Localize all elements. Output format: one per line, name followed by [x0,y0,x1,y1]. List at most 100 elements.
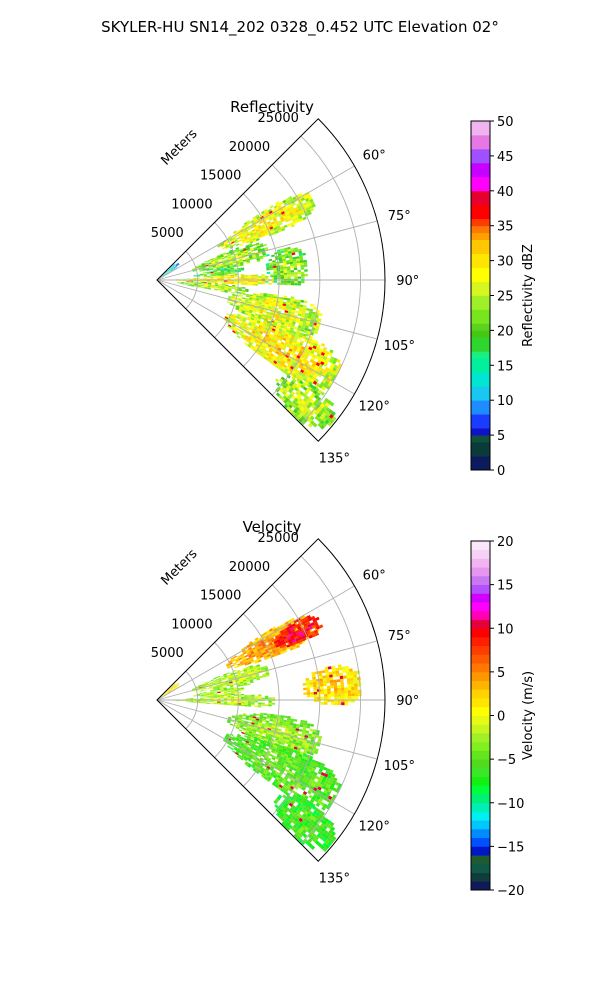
echo-gate [269,753,274,757]
echo-gate [284,308,289,311]
echo-gate [329,365,334,371]
echo-gate [334,702,338,705]
echo-gate [253,334,258,338]
echo-gate [292,355,297,360]
azimuth-tick-label: 105° [384,759,415,774]
echo-gate [324,414,329,420]
echo-gate [201,265,206,268]
echo-gate [245,335,249,339]
echo-gate [242,333,247,337]
echo-gate [206,696,211,698]
echo-gate [253,713,257,716]
echo-gate [284,333,289,337]
echo-gate [193,278,197,280]
echo-gate [162,693,166,696]
echo-gate [276,349,281,353]
echo-gate [286,246,291,250]
echo-gate [236,669,241,673]
echo-gate [192,688,196,690]
echo-gate [192,688,196,691]
echo-gate [220,276,224,278]
echo-gate [286,300,291,303]
echo-gate [235,744,240,748]
echo-gate [270,715,274,718]
echo-gate [291,395,296,400]
echo-gate [269,312,274,316]
echo-gate [284,251,289,255]
echo-gate [282,804,288,809]
echo-gate [326,399,332,405]
echo-gate [291,309,296,313]
echo-gate [246,683,251,686]
echo-gate [234,278,238,280]
echo-gate [330,693,335,697]
echo-gate [168,690,172,693]
echo-gate [217,690,221,693]
echo-gate [249,678,254,681]
echo-gate [200,286,205,288]
reflectivity-title: Reflectivity [230,98,314,116]
echo-gate [253,293,257,296]
echo-gate [280,639,285,643]
echo-gate [307,363,312,368]
echo-gate [233,742,237,746]
echo-gate [300,420,306,426]
echo-gate [300,746,305,750]
echo-gate [255,654,260,658]
echo-gate [252,768,257,772]
echo-gate [272,762,277,766]
echo-gate [245,290,249,292]
echo-gate [228,295,232,298]
colorbar-swatch [471,309,490,324]
echo-gate [254,235,259,239]
echo-gate [298,641,303,645]
echo-gate [293,267,298,271]
echo-gate [193,700,197,702]
colorbar-swatch [471,351,490,359]
echo-gate [217,245,222,248]
echo-gate [285,360,290,365]
echo-gate [187,282,191,283]
echo-gate [286,737,290,741]
echo-gate [242,309,246,312]
echo-gate [284,382,289,387]
echo-gate [165,272,169,275]
echo-gate [314,819,320,824]
echo-gate [260,769,265,773]
echo-gate [248,763,252,767]
echo-gate [230,703,235,705]
echo-gate [230,281,235,284]
echo-gate [266,713,271,716]
echo-gate [305,372,311,377]
echo-gate [291,357,296,362]
echo-gate [206,281,211,283]
echo-gate [196,281,200,283]
echo-gate [308,626,313,631]
echo-gate [325,357,331,362]
echo-gate [295,726,300,729]
echo-gate [281,307,286,311]
echo-gate [194,282,198,284]
echo-gate [301,324,306,328]
echo-gate [284,323,288,327]
echo-gate [299,826,305,832]
echo-gate [331,668,336,672]
echo-gate [246,680,250,683]
echo-gate [200,281,204,282]
echo-gate [254,758,259,763]
echo-gate [313,330,318,335]
echo-gate [251,671,255,674]
echo-gate [232,679,236,682]
echo-gate [217,678,222,681]
echo-gate [313,686,317,690]
echo-gate [287,364,292,368]
colorbar-swatch [471,400,490,415]
echo-region [275,374,337,430]
echo-gate [283,266,287,269]
echo-gate [297,793,302,798]
azimuth-tick-label: 75° [388,629,411,644]
echo-gate [303,319,307,323]
echo-gate [297,813,303,818]
echo-gate [246,307,250,310]
echo-gate [223,687,227,690]
